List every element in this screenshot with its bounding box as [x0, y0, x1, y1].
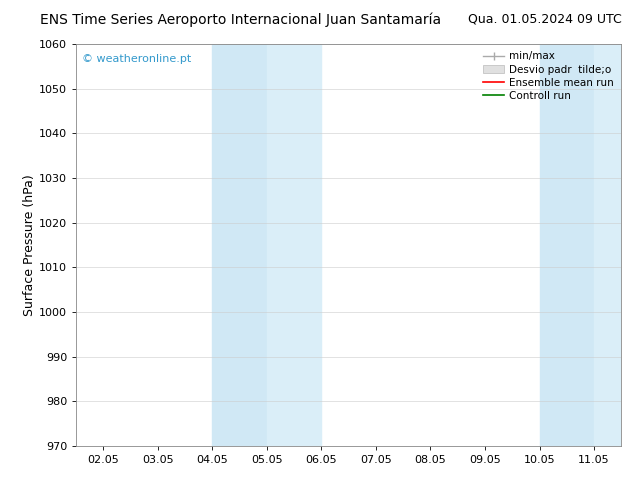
- Bar: [267, 44, 321, 446]
- Y-axis label: Surface Pressure (hPa): Surface Pressure (hPa): [23, 174, 36, 316]
- Text: ENS Time Series Aeroporto Internacional Juan Santamaría: ENS Time Series Aeroporto Internacional …: [41, 12, 441, 27]
- Bar: [594, 44, 634, 446]
- Text: Qua. 01.05.2024 09 UTC: Qua. 01.05.2024 09 UTC: [467, 12, 621, 25]
- Text: © weatheronline.pt: © weatheronline.pt: [82, 54, 191, 64]
- Legend: min/max, Desvio padr  tilde;o, Ensemble mean run, Controll run: min/max, Desvio padr tilde;o, Ensemble m…: [479, 47, 618, 105]
- Bar: [212, 44, 267, 446]
- Bar: [540, 44, 594, 446]
